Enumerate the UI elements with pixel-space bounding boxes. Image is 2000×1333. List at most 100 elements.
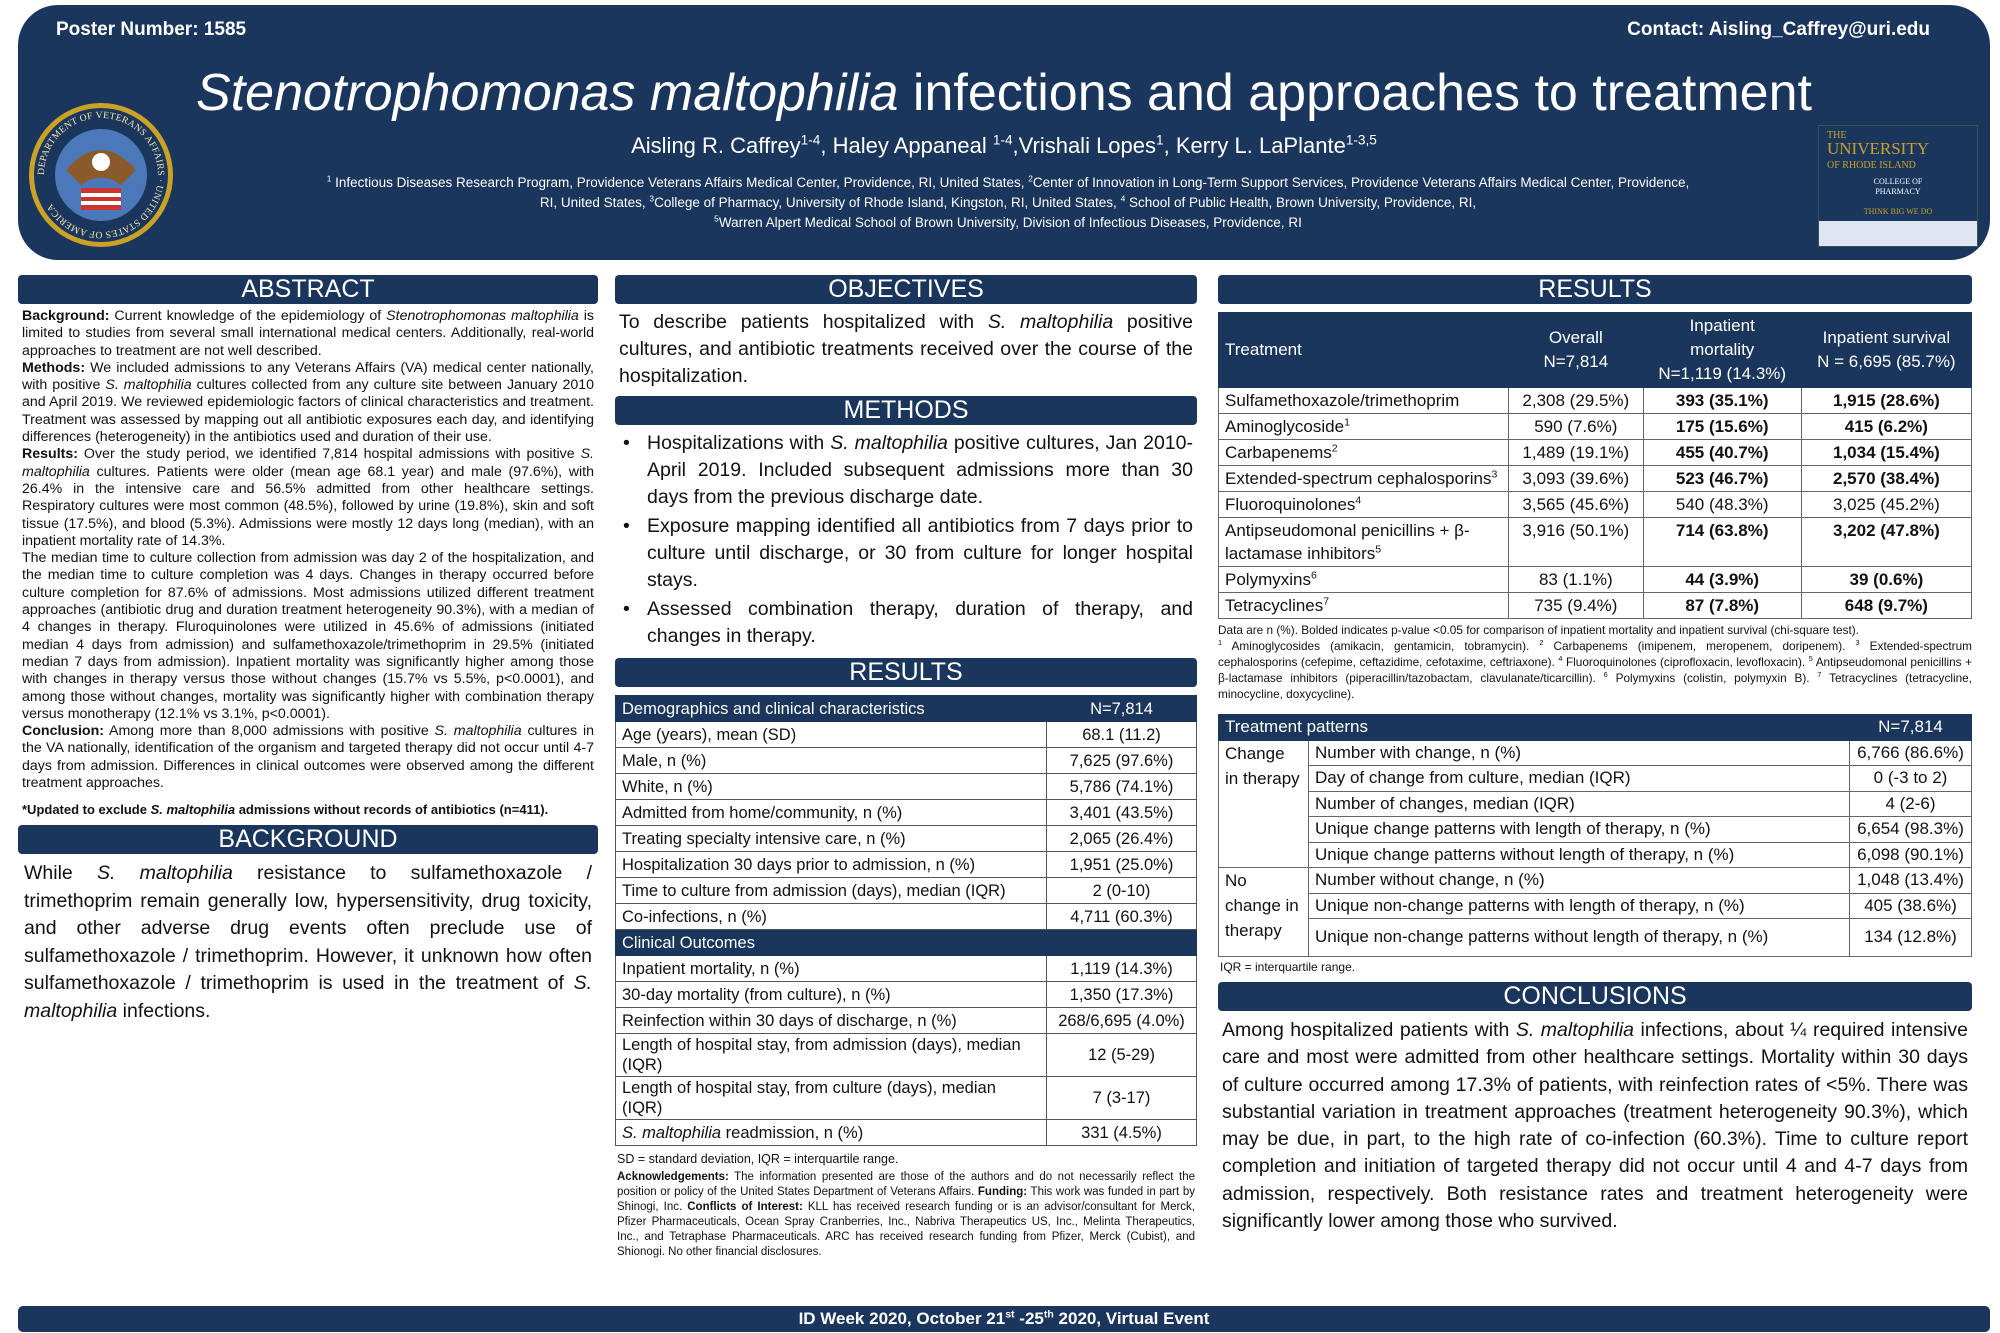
row-label: Age (years), mean (SD)	[615, 721, 1047, 748]
table-row: No change in therapy Number without chang…	[1218, 867, 1972, 957]
text-segment: 1	[1156, 132, 1164, 148]
column-header: Treatment patterns	[1218, 714, 1850, 741]
table-row: Unique change patterns without length of…	[1219, 841, 1972, 868]
text-segment: ,Vrishali Lopes	[1012, 133, 1157, 158]
treatment-name: Antipseudomonal penicillins + β-lactamas…	[1218, 517, 1509, 567]
text-segment: Assessed combination therapy, duration o…	[647, 598, 1193, 647]
table-row: Age (years), mean (SD) 68.1 (11.2)	[615, 721, 1197, 748]
row-value: 405 (38.6%)	[1849, 892, 1972, 919]
demographics-table: Demographics and clinical characteristic…	[615, 695, 1197, 1146]
text-segment: th	[1043, 1308, 1054, 1321]
overall-value: 3,565 (45.6%)	[1508, 491, 1644, 518]
header-line: mortality	[1690, 340, 1755, 359]
text-segment: , Haley Appaneal	[820, 133, 993, 158]
row-label: Length of hospital stay, from admission …	[615, 1033, 1047, 1077]
header-line: N=7,814	[1543, 352, 1609, 371]
text-segment: Length of hospital stay, from admission …	[622, 1036, 1021, 1074]
table-row: Change in therapy Number with change, n (…	[1218, 739, 1972, 868]
overall-value: 83 (1.1%)	[1508, 566, 1644, 593]
text-segment: 1-3,5	[1345, 132, 1377, 148]
row-value	[1046, 929, 1197, 956]
text-segment: S. maltophilia	[22, 446, 594, 480]
text-segment: positive cultures, and antibiotic treatm…	[619, 311, 1193, 387]
row-value: 1,350 (17.3%)	[1046, 981, 1197, 1008]
row-label: Unique non-change patterns with length o…	[1308, 892, 1850, 919]
table-row: Length of hospital stay, from culture (d…	[615, 1076, 1197, 1120]
va-seal-logo: DEPARTMENT OF VETERANS AFFAIRS · UNITED …	[29, 103, 173, 247]
table-row: Unique non-change patterns without lengt…	[1219, 918, 1972, 957]
row-label: Co-infections, n (%)	[615, 903, 1047, 930]
text-segment: *Updated to exclude	[22, 802, 151, 818]
mortality-value: 540 (48.3%)	[1642, 491, 1802, 518]
survival-value: 415 (6.2%)	[1800, 413, 1973, 440]
text-segment: 2	[1331, 442, 1338, 455]
group-label: No change in therapy	[1218, 867, 1309, 957]
text-segment: Polymyxins	[1225, 570, 1311, 589]
contact-email[interactable]: Contact: Aisling_Caffrey@uri.edu	[1627, 19, 1930, 40]
row-value: 1,048 (13.4%)	[1849, 867, 1972, 894]
text-segment: 1	[1344, 416, 1350, 429]
methods-bullet: Assessed combination therapy, duration o…	[619, 596, 1193, 650]
abstract-methods: Methods: We included admissions to any V…	[22, 360, 594, 446]
table-row: Day of change from culture, median (IQR)…	[1219, 765, 1972, 792]
table-header-row: Treatment Overall N=7,814 Inpatient mortalit…	[1218, 312, 1973, 388]
row-value: 4,711 (60.3%)	[1046, 903, 1197, 930]
text-segment: Warren Alpert Medical School of Brown Un…	[718, 215, 1302, 230]
conclusions-text: Among hospitalized patients with S. malt…	[1218, 1011, 1972, 1235]
text-segment: 7	[1323, 595, 1330, 608]
text-segment: Co-infections, n (%)	[622, 907, 767, 926]
text-segment: 3	[1855, 638, 1860, 648]
logo-text: PHARMACY	[1875, 187, 1921, 196]
text-segment: resistance to sulfamethoxazole / trimeth…	[24, 862, 592, 995]
table-row: Extended-spectrum cephalosporins3 3,093 (…	[1218, 465, 1973, 492]
text-segment: 5	[1808, 654, 1813, 664]
overall-value: 3,916 (50.1%)	[1508, 517, 1644, 567]
table-row: Admitted from home/community, n (%) 3,401…	[615, 799, 1197, 826]
text-segment: 2	[1028, 173, 1033, 184]
abstract-results-cont: The median time to culture collection fr…	[22, 550, 594, 723]
footer-event: ID Week 2020, October 21st -25th 2020, V…	[18, 1306, 1990, 1332]
column-header: Overall N=7,814	[1508, 312, 1644, 388]
text-segment: Tetracyclines (tetracycline, minocycline…	[1218, 671, 1972, 701]
table-row: Number of changes, median (IQR) 4 (2-6)	[1219, 790, 1972, 817]
text-segment: Time to culture from admission (days), m…	[622, 881, 1006, 900]
text-segment: S. maltophilia	[24, 972, 592, 1022]
text-segment: Treating specialty intensive care, n (%)	[622, 829, 906, 848]
treatment-name: Tetracyclines7	[1218, 592, 1509, 619]
text-segment: College of Pharmacy, University of Rhode…	[654, 195, 1121, 210]
row-value: 12 (5-29)	[1046, 1033, 1197, 1077]
treatment-name: Extended-spectrum cephalosporins3	[1218, 465, 1509, 492]
results-heading: RESULTS	[615, 658, 1197, 687]
row-label: Admitted from home/community, n (%)	[615, 799, 1047, 826]
text-segment: Methods:	[22, 359, 86, 376]
header-line: Treatment	[1225, 340, 1302, 359]
row-value: 0 (-3 to 2)	[1849, 765, 1972, 792]
text-segment: Conflicts of Interest:	[687, 1201, 803, 1213]
column-header: Inpatient survival N = 6,695 (85.7%)	[1800, 312, 1973, 388]
abstract-body: Background: Current knowledge of the epi…	[18, 304, 598, 792]
row-value: 7,625 (97.6%)	[1046, 747, 1197, 774]
row-value: 3,401 (43.5%)	[1046, 799, 1197, 826]
text-segment: Exposure mapping identified all antibiot…	[647, 515, 1193, 591]
mortality-value: 455 (40.7%)	[1642, 439, 1802, 466]
row-value: 331 (4.5%)	[1046, 1119, 1197, 1146]
logo-text: OF RHODE ISLAND	[1827, 160, 1916, 171]
column-header: Treatment	[1218, 312, 1509, 388]
affiliations: 1 Infectious Diseases Research Program, …	[318, 173, 1698, 233]
mortality-value: 175 (15.6%)	[1642, 413, 1802, 440]
header-line: Inpatient	[1689, 316, 1755, 335]
treatment-patterns-table: Treatment patterns N=7,814 Change in thera…	[1218, 714, 1972, 957]
table-row: White, n (%) 5,786 (74.1%)	[615, 773, 1197, 800]
text-segment: Carbapenems (imipenem, meropenem, doripe…	[1543, 639, 1856, 653]
header-line: N = 6,695 (85.7%)	[1817, 352, 1956, 371]
table-row: 30-day mortality (from culture), n (%) 1,…	[615, 981, 1197, 1008]
overall-value: 735 (9.4%)	[1508, 592, 1644, 619]
text-segment: Demographics and clinical characteristic…	[622, 699, 925, 718]
acknowledgements: Acknowledgements: The information presen…	[615, 1170, 1197, 1260]
table-row: Tetracyclines7 735 (9.4%) 87 (7.8%) 648 (9.…	[1218, 592, 1973, 619]
survival-value: 1,915 (28.6%)	[1800, 387, 1973, 414]
table-footnotes: Data are n (%). Bolded indicates p-value…	[1218, 622, 1972, 702]
table-row: Inpatient mortality, n (%) 1,119 (14.3%)	[615, 955, 1197, 982]
text-segment: While	[24, 862, 97, 885]
column-header: N=7,814	[1849, 714, 1972, 741]
